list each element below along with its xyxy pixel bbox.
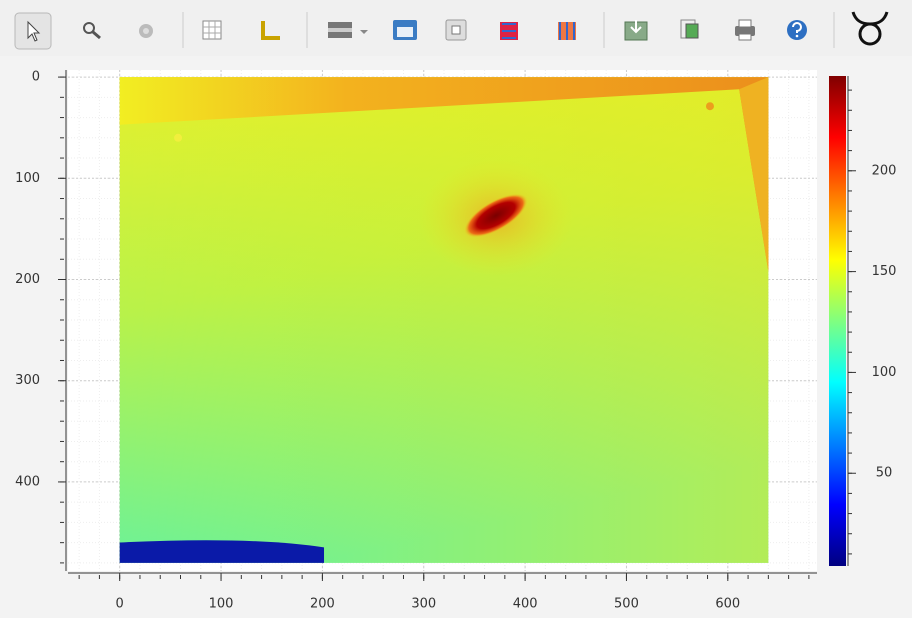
image-spot [706, 102, 714, 110]
y-tick-label: 300 [15, 373, 40, 388]
image-spot [174, 134, 182, 142]
profile-h-button[interactable] [500, 22, 518, 40]
page: {"chart_data": {"type": "image", "image_… [0, 0, 912, 614]
toolbar [0, 0, 912, 56]
colorbar-scale [829, 76, 846, 566]
y-tick-label: 100 [15, 171, 40, 186]
colorbar-tick-label: 100 [872, 365, 897, 380]
y-tick-label: 0 [32, 70, 40, 85]
y-tick-label: 400 [15, 474, 40, 489]
profile-v-button[interactable] [558, 22, 576, 40]
colorbar-tick-label: 150 [872, 264, 897, 279]
image-button[interactable] [393, 20, 417, 40]
colorbar: 50 100 150 200 [829, 76, 896, 566]
image [120, 77, 769, 563]
save-button[interactable] [625, 20, 647, 40]
image-tint [120, 77, 769, 563]
colorbar-tick-label: 50 [876, 466, 893, 481]
y-tick-label: 200 [15, 272, 40, 287]
x-tick-label: 100 [209, 597, 234, 612]
roi-button[interactable] [446, 20, 466, 40]
copy-button[interactable] [681, 20, 698, 38]
colorbar-tick-label: 200 [872, 163, 897, 178]
x-tick-label: 600 [715, 597, 740, 612]
help-button[interactable] [787, 20, 807, 40]
x-tick-label: 300 [411, 597, 436, 612]
pan-button[interactable] [139, 24, 153, 38]
x-tick-label: 400 [513, 597, 538, 612]
grid-button[interactable] [203, 21, 221, 39]
x-tick-label: 500 [614, 597, 639, 612]
image-viewer: 0 100 200 300 400 500 600 0 100 200 300 400 50 100 15… [0, 0, 912, 614]
x-tick-label: 200 [310, 597, 335, 612]
x-tick-label: 0 [116, 597, 124, 612]
